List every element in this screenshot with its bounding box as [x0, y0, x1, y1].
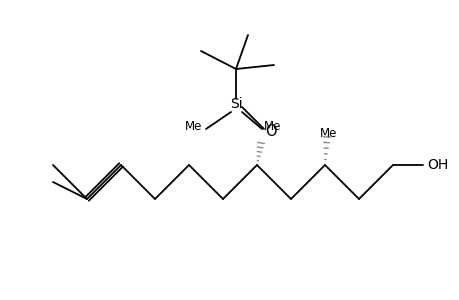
Text: Si: Si	[229, 97, 242, 111]
Text: Me: Me	[184, 120, 202, 133]
Text: OH: OH	[426, 158, 447, 172]
Text: Me: Me	[263, 120, 281, 133]
Text: O: O	[264, 124, 276, 139]
Text: Me: Me	[319, 127, 337, 140]
